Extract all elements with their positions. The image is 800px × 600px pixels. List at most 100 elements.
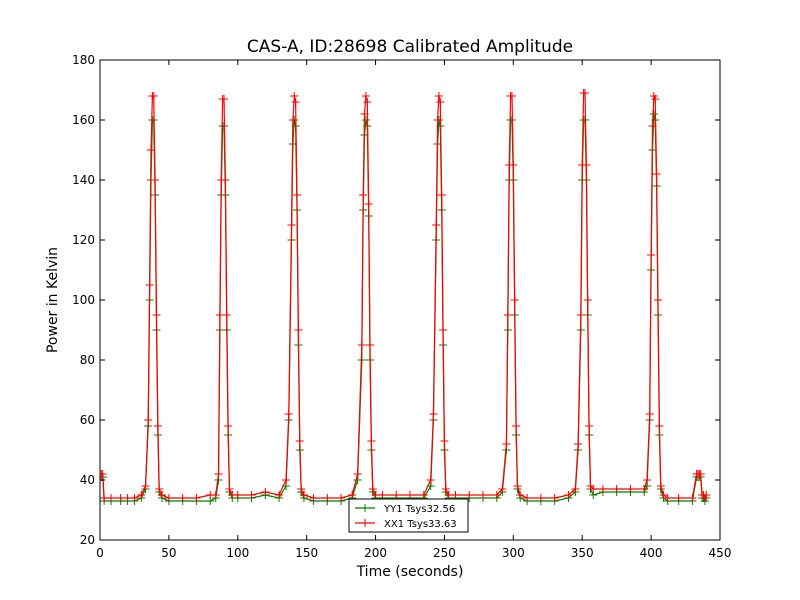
- data-point: [287, 221, 296, 229]
- data-point: [164, 494, 173, 502]
- data-point: [178, 494, 187, 502]
- data-point: [640, 485, 649, 493]
- data-point: [654, 296, 662, 304]
- data-point: [419, 491, 428, 499]
- data-point: [503, 311, 512, 319]
- data-point: [585, 422, 594, 430]
- data-point: [368, 485, 377, 493]
- data-point: [123, 494, 132, 502]
- data-point: [510, 296, 519, 304]
- y-tick-label: 60: [80, 413, 95, 427]
- data-point: [215, 311, 224, 319]
- data-point: [361, 116, 370, 124]
- data-point: [275, 491, 284, 499]
- data-point: [674, 494, 683, 502]
- y-axis: 20 40 60 80 100 120 140 160 180: [72, 53, 720, 547]
- data-point: [434, 92, 443, 100]
- data-point: [432, 221, 441, 229]
- data-point: [580, 89, 589, 97]
- data-point: [291, 98, 300, 106]
- x-tick-label: 200: [364, 546, 387, 560]
- data-point: [392, 491, 401, 499]
- data-point: [288, 116, 297, 124]
- data-point: [509, 161, 518, 169]
- data-point: [437, 191, 446, 199]
- data-point: [550, 494, 559, 502]
- data-point: [224, 422, 233, 430]
- legend-label-1: XX1 Tsys33.63: [384, 519, 457, 530]
- data-point: [378, 491, 387, 499]
- data-point: [492, 491, 501, 499]
- data-point: [612, 485, 621, 493]
- x-tick-label: 250: [433, 546, 456, 560]
- y-tick-label: 80: [80, 353, 95, 367]
- data-point: [214, 470, 223, 478]
- data-point: [293, 191, 302, 199]
- data-point: [295, 437, 304, 445]
- data-point: [371, 491, 380, 499]
- data-point: [502, 440, 511, 448]
- data-point: [192, 494, 201, 502]
- data-point: [116, 494, 125, 502]
- x-tick-label: 350: [571, 546, 594, 560]
- x-axis-title: Time (seconds): [356, 564, 464, 580]
- data-point: [574, 440, 583, 448]
- data-point: [137, 491, 146, 499]
- data-point: [598, 485, 607, 493]
- data-point: [583, 296, 592, 304]
- data-point: [366, 341, 375, 349]
- data-point: [220, 95, 228, 103]
- data-point: [155, 485, 164, 493]
- data-point: [309, 494, 318, 502]
- x-tick-label: 300: [502, 546, 525, 560]
- data-point: [663, 494, 672, 502]
- data-point: [152, 311, 161, 319]
- data-point: [360, 110, 369, 118]
- data-point: [688, 494, 697, 502]
- data-point: [211, 491, 220, 499]
- legend: YY1 Tsys32.56 XX1 Tsys33.63: [348, 498, 469, 533]
- data-point: [337, 494, 346, 502]
- data-point: [589, 485, 598, 493]
- data-point: [145, 281, 154, 289]
- legend-marker-0: [361, 504, 369, 512]
- data-point: [479, 491, 488, 499]
- data-point: [571, 485, 580, 493]
- data-point: [451, 491, 460, 499]
- data-point: [348, 491, 357, 499]
- data-point: [507, 92, 516, 100]
- data-point: [441, 485, 450, 493]
- data-point: [361, 92, 370, 100]
- data-point: [233, 491, 242, 499]
- data-point: [158, 491, 166, 499]
- data-point: [655, 422, 664, 430]
- data-point: [130, 494, 139, 502]
- data-point: [564, 491, 573, 499]
- data-point: [523, 494, 532, 502]
- y-tick-label: 160: [72, 113, 95, 127]
- data-point: [222, 311, 231, 319]
- data-point: [364, 200, 373, 208]
- legend-label-0: YY1 Tsys32.56: [383, 504, 455, 515]
- data-point: [440, 437, 449, 445]
- x-tick-label: 50: [161, 546, 176, 560]
- x-axis: 0 50 100 150 200 250 300 350 400 450: [96, 60, 731, 560]
- x-tick-label: 100: [226, 546, 249, 560]
- y-tick-label: 140: [72, 173, 95, 187]
- data-point: [367, 437, 376, 445]
- data-point: [359, 191, 368, 199]
- data-point: [284, 410, 293, 418]
- data-point: [433, 116, 442, 124]
- data-point: [647, 251, 656, 259]
- chart-title: CAS-A, ID:28698 Calibrated Amplitude: [247, 37, 573, 57]
- data-point: [141, 482, 150, 490]
- data-point: [221, 176, 230, 184]
- data-point: [151, 176, 160, 184]
- data-point: [225, 485, 234, 493]
- data-point: [513, 482, 522, 490]
- data-point: [649, 110, 658, 118]
- data-point: [536, 494, 545, 502]
- data-point: [294, 326, 303, 334]
- series-layer: [100, 89, 711, 505]
